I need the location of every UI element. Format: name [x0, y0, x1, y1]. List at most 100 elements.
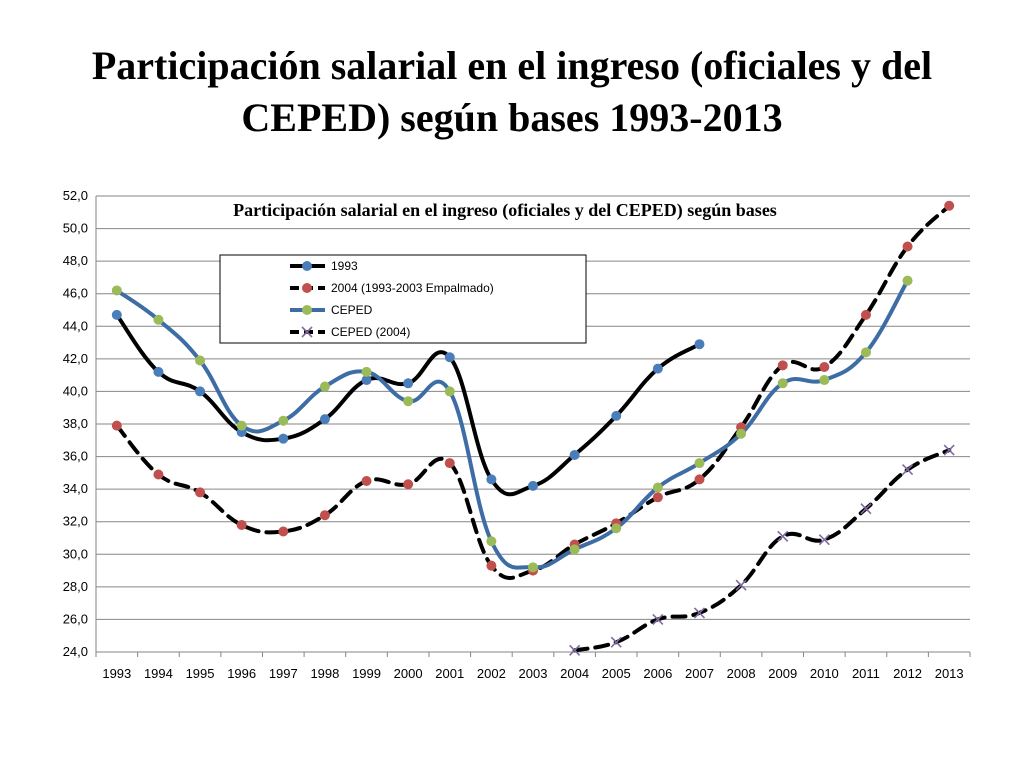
data-point-series-0 [611, 410, 622, 421]
y-tick-label: 44,0 [63, 318, 88, 333]
data-point-series-2 [278, 415, 289, 426]
y-tick-label: 30,0 [63, 546, 88, 561]
y-tick-label: 34,0 [63, 481, 88, 496]
data-point-series-3 [693, 607, 706, 619]
data-point-series-3 [610, 636, 622, 648]
legend-label: 2004 (1993-2003 Empalmado) [331, 281, 494, 295]
data-point-series-1 [694, 474, 705, 485]
data-point-series-2 [736, 428, 747, 439]
x-tick-label: 2006 [643, 666, 672, 681]
data-point-series-0 [111, 309, 122, 320]
x-tick-label: 2011 [852, 666, 880, 681]
y-tick-label: 48,0 [63, 253, 88, 268]
data-point-series-2 [195, 355, 206, 366]
series-markers [111, 200, 955, 656]
data-point-series-3 [818, 534, 830, 546]
x-tick-label: 2010 [810, 666, 839, 681]
data-point-series-2 [111, 285, 122, 296]
chart-title: Participación salarial en el ingreso (of… [233, 200, 777, 221]
data-point-series-3 [943, 444, 955, 456]
legend-marker [302, 305, 312, 315]
series-line-0 [114, 312, 702, 497]
data-point-series-2 [777, 378, 788, 389]
data-point-series-0 [403, 378, 414, 389]
data-point-series-2 [860, 347, 871, 358]
x-tick-label: 2003 [519, 666, 548, 681]
x-tick-label: 2008 [727, 666, 756, 681]
data-point-series-1 [153, 469, 164, 480]
data-point-series-1 [361, 476, 372, 486]
slide-title: Participación salarial en el ingreso (of… [91, 43, 933, 140]
legend-marker [301, 326, 313, 338]
x-tick-label: 1994 [144, 666, 173, 681]
x-tick-label: 2001 [435, 666, 464, 681]
y-tick-label: 46,0 [63, 286, 88, 301]
x-tick-label: 1998 [310, 666, 339, 681]
data-point-series-1 [444, 458, 455, 469]
x-tick-label: 2000 [394, 666, 423, 681]
legend-marker [302, 261, 312, 271]
data-point-series-1 [195, 487, 206, 498]
data-point-series-2 [902, 275, 913, 286]
data-point-series-1 [236, 519, 247, 530]
y-tick-label: 42,0 [63, 351, 88, 366]
data-point-series-2 [444, 386, 455, 397]
x-tick-label: 1996 [227, 666, 256, 681]
legend: 1993 2004 (1993-2003 Empalmado) CEPED CEPED… [219, 254, 587, 344]
data-point-series-0 [652, 363, 663, 374]
legend-label: CEPED (2004) [331, 325, 410, 339]
legend-label: CEPED [331, 303, 373, 317]
data-point-series-0 [569, 449, 580, 460]
data-point-series-3 [652, 613, 664, 625]
y-tick-label: 40,0 [63, 383, 88, 398]
legend-entry: 2004 (1993-2003 Empalmado) [290, 281, 494, 295]
data-point-series-2 [153, 314, 164, 325]
y-tick-label: 50,0 [63, 221, 88, 236]
series-line-3 [572, 448, 952, 653]
data-point-series-3 [860, 503, 872, 515]
data-point-series-1 [319, 510, 330, 521]
data-point-series-1 [111, 420, 122, 431]
data-point-series-0 [319, 414, 330, 425]
data-point-series-3 [735, 579, 747, 591]
data-point-series-0 [278, 433, 289, 444]
data-point-series-0 [444, 352, 455, 363]
y-tick-label: 52,0 [63, 188, 88, 203]
x-tick-label: 2009 [768, 666, 797, 681]
data-point-series-1 [860, 309, 871, 320]
data-point-series-2 [236, 420, 247, 431]
y-tick-label: 26,0 [63, 611, 88, 626]
x-tick-label: 2007 [685, 666, 714, 681]
data-point-series-1 [944, 200, 955, 211]
data-point-series-0 [361, 375, 372, 386]
data-point-series-1 [486, 560, 497, 571]
legend-marker [302, 283, 312, 293]
data-point-series-2 [569, 544, 580, 555]
y-tick-label: 38,0 [63, 416, 88, 431]
legend-entry: 1993 [290, 259, 358, 273]
data-point-series-0 [694, 339, 705, 350]
x-tick-label: 1995 [186, 666, 215, 681]
y-tick-label: 24,0 [63, 644, 88, 659]
y-tick-label: 28,0 [63, 579, 88, 594]
data-point-series-1 [278, 526, 289, 537]
legend-entry: CEPED [290, 303, 373, 317]
data-point-series-1 [403, 479, 414, 490]
legend-label: 1993 [331, 259, 358, 273]
y-tick-label: 32,0 [63, 514, 88, 529]
data-point-series-2 [652, 482, 663, 493]
data-point-series-3 [902, 464, 914, 476]
x-tick-label: 2005 [602, 666, 631, 681]
data-point-series-0 [195, 386, 206, 397]
x-tick-label: 2004 [560, 666, 589, 681]
x-tick-label: 1999 [352, 666, 381, 681]
data-point-series-2 [819, 375, 830, 386]
data-point-series-1 [777, 360, 788, 371]
data-point-series-0 [528, 480, 538, 491]
data-point-series-2 [319, 381, 330, 392]
data-point-series-2 [528, 562, 538, 573]
data-point-series-1 [819, 362, 830, 372]
data-point-series-0 [153, 366, 164, 377]
x-tick-label: 2012 [893, 666, 922, 681]
